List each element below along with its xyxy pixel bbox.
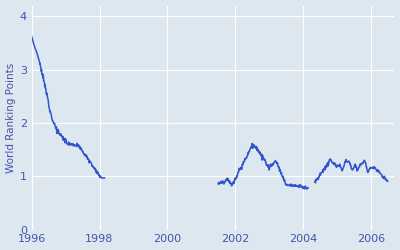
Y-axis label: World Ranking Points: World Ranking Points [6, 62, 16, 173]
